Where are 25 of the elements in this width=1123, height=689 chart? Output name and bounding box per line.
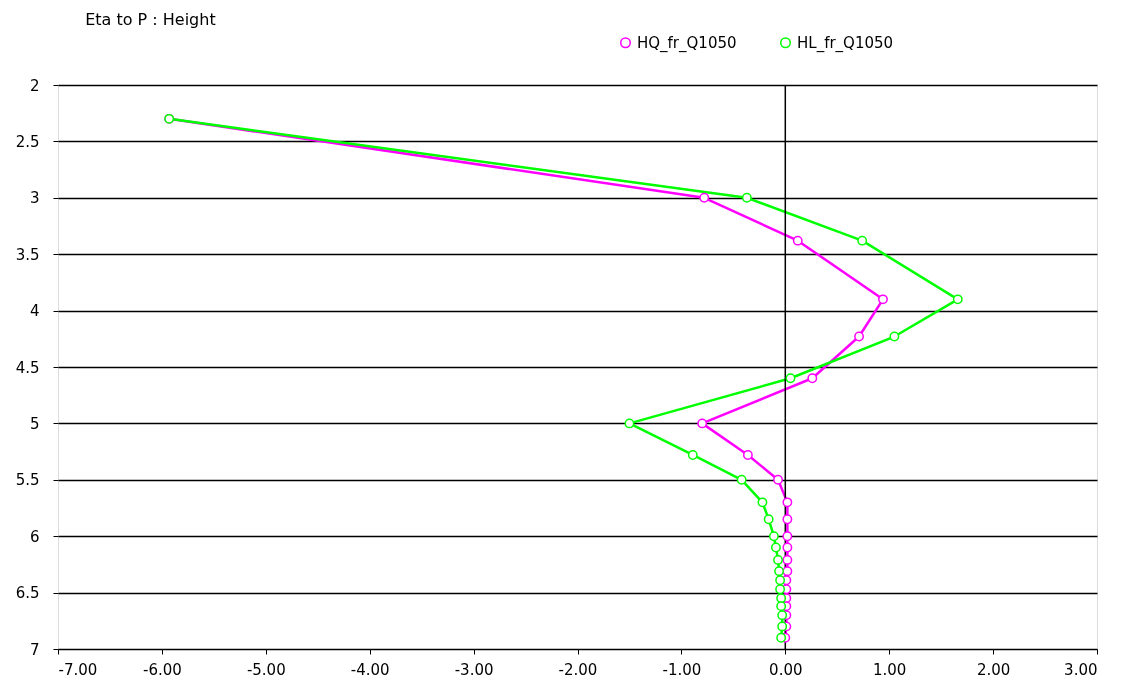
y-tick-label: 6.5 [15,584,40,603]
y-tick-label: 2 [29,76,40,95]
x-tick-label: -3.00 [454,660,494,679]
y-tick-label: 2.5 [15,132,40,151]
legend-label: HQ_fr_Q1050 [637,33,737,53]
y-tick-label: 5.5 [15,471,40,490]
x-tick-label: -4.00 [350,660,390,679]
x-tick-label: 1.00 [873,660,907,679]
y-tick-label: 4 [29,302,40,321]
y-tick-label: 3.5 [15,245,40,264]
legend-label: HL_fr_Q1050 [797,33,894,53]
y-tick-label: 4.5 [15,358,40,377]
x-tick-label: 3.00 [1064,660,1098,679]
x-tick-label: -1.00 [662,660,702,679]
y-tick-label: 5 [29,414,40,433]
x-tick-label: 0.00 [769,660,803,679]
x-tick-label: 2.00 [976,660,1011,679]
x-tick-label: -5.00 [246,660,286,679]
y-tick-label: 6 [29,527,40,546]
x-tick-label: -2.00 [558,660,598,679]
chart-title: Eta to P : Height [85,10,216,29]
x-tick-label: -6.00 [142,660,182,679]
x-tick-label: -7.00 [58,660,98,679]
y-tick-label: 7 [29,640,40,659]
y-tick-label: 3 [29,189,40,208]
